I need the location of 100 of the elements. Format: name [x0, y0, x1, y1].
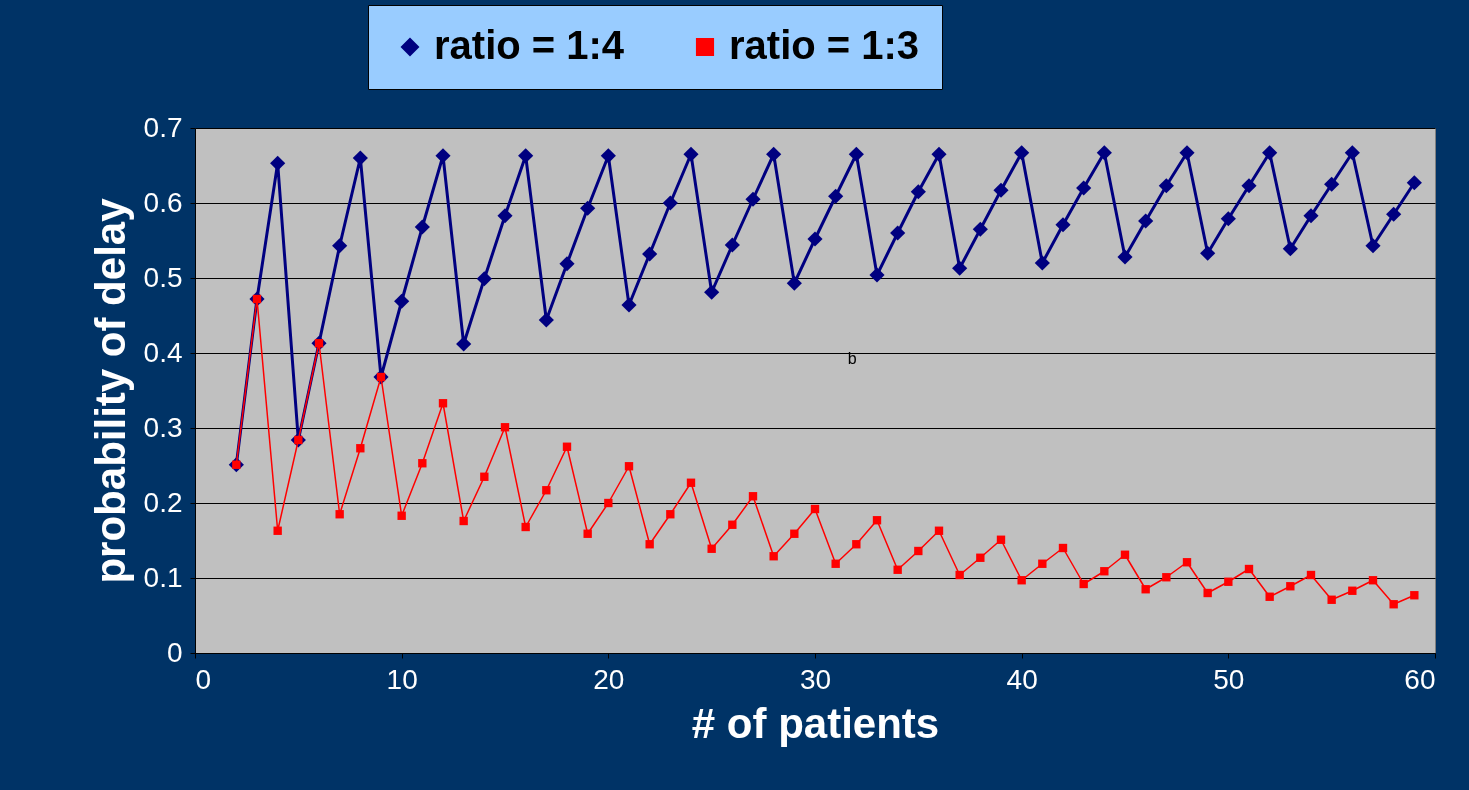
point	[1220, 211, 1236, 227]
point	[790, 529, 799, 538]
point	[476, 271, 492, 287]
point	[352, 150, 368, 166]
point	[1120, 550, 1130, 559]
y-tick-label: 0.2	[143, 486, 183, 518]
point	[500, 423, 510, 432]
point	[273, 526, 282, 535]
point	[438, 399, 448, 408]
point	[996, 535, 1006, 544]
point	[1158, 178, 1174, 194]
x-tick-label: 60	[1404, 663, 1436, 695]
point	[1406, 175, 1422, 191]
point	[1286, 582, 1295, 591]
point	[745, 191, 761, 207]
point	[1079, 579, 1088, 589]
annotation: b	[847, 350, 857, 367]
point	[1303, 208, 1319, 224]
point	[1203, 588, 1212, 598]
x-tick-label: 30	[799, 663, 832, 695]
x-axis-title: # of patients	[691, 699, 940, 747]
point	[869, 267, 885, 283]
point	[642, 246, 658, 262]
y-tick-label: 0.6	[143, 186, 183, 218]
x-tick-label: 20	[593, 663, 625, 695]
point	[1058, 543, 1068, 553]
point	[1389, 600, 1398, 609]
point	[562, 442, 572, 451]
point	[955, 570, 964, 580]
x-tick-label: 50	[1213, 663, 1245, 695]
point	[976, 553, 985, 562]
point	[848, 146, 864, 162]
y-tick-label: 0.5	[143, 261, 183, 293]
y-tick-label: 0.3	[143, 411, 183, 443]
point	[724, 237, 740, 253]
point	[831, 559, 840, 568]
point	[456, 336, 472, 352]
point	[666, 510, 675, 519]
legend-label: ratio = 1:3	[729, 23, 920, 67]
point	[1162, 573, 1171, 582]
point	[1348, 586, 1357, 595]
point	[728, 520, 737, 529]
point	[890, 225, 906, 241]
point	[518, 148, 534, 164]
y-axis-title: probability of delay	[86, 197, 134, 584]
point	[766, 146, 782, 162]
point	[1034, 255, 1050, 271]
point	[624, 462, 634, 471]
point	[480, 472, 489, 481]
point	[621, 297, 637, 313]
point	[332, 238, 348, 254]
legend-label: ratio = 1:4	[434, 23, 625, 67]
point	[580, 200, 596, 216]
point	[1324, 176, 1340, 192]
point	[1038, 559, 1047, 568]
point	[1306, 570, 1316, 580]
point	[683, 146, 699, 162]
point	[1224, 577, 1233, 586]
point	[1182, 558, 1192, 567]
point	[931, 146, 947, 162]
point	[707, 544, 716, 553]
point	[1055, 217, 1071, 233]
point	[414, 219, 430, 235]
point	[542, 486, 551, 495]
point	[1117, 249, 1133, 265]
point	[910, 184, 926, 200]
point	[934, 526, 944, 535]
point	[604, 498, 613, 508]
point	[394, 293, 410, 309]
point	[521, 522, 530, 532]
point	[1282, 241, 1298, 257]
point	[1138, 213, 1154, 229]
point	[810, 504, 820, 514]
point	[1076, 180, 1092, 196]
point	[459, 516, 468, 526]
point	[1100, 567, 1109, 576]
y-tick-label: 0	[166, 636, 183, 668]
point	[1386, 206, 1402, 222]
y-tick-label: 0.1	[143, 561, 183, 593]
point	[1410, 591, 1419, 600]
point	[1014, 145, 1030, 161]
point	[1179, 145, 1195, 161]
point	[662, 195, 678, 211]
point	[397, 511, 406, 520]
point	[1368, 576, 1378, 585]
x-tick-label: 0	[195, 663, 212, 695]
x-tick-label: 40	[1006, 663, 1038, 695]
point	[335, 510, 344, 519]
point	[1265, 592, 1274, 601]
point	[1244, 564, 1254, 574]
point	[1262, 145, 1278, 161]
point	[559, 256, 575, 272]
point	[1344, 145, 1360, 161]
point	[1327, 595, 1336, 604]
point	[1017, 576, 1026, 585]
point	[852, 540, 861, 549]
point	[1200, 245, 1216, 261]
point	[769, 552, 778, 561]
point	[538, 312, 554, 328]
y-tick-label: 0.7	[143, 111, 183, 143]
